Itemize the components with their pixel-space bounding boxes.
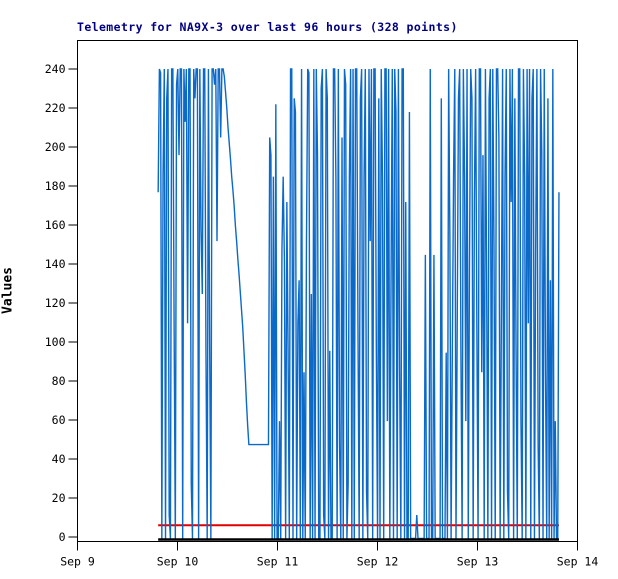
y-tick-label: 160 (45, 218, 66, 232)
x-tick-label: Sep 11 (257, 555, 299, 569)
y-tick-label: 200 (45, 140, 66, 154)
x-tick-label: Sep 14 (557, 555, 599, 569)
x-tick-label: Sep 10 (157, 555, 199, 569)
y-tick-label: 60 (52, 413, 66, 427)
plot-frame (77, 40, 578, 542)
y-tick-label: 180 (45, 179, 66, 193)
x-tick-label: Sep 13 (457, 555, 499, 569)
y-tick-label: 0 (59, 530, 66, 544)
y-tick-label: 20 (52, 491, 66, 505)
y-tick-label: 220 (45, 101, 66, 115)
y-tick-label: 80 (52, 374, 66, 388)
y-tick-label: 120 (45, 296, 66, 310)
y-tick-label: 140 (45, 257, 66, 271)
x-tick-label: Sep 9 (60, 555, 95, 569)
y-tick-label: 100 (45, 335, 66, 349)
chart-title: Telemetry for NA9X-3 over last 96 hours … (77, 20, 458, 34)
telemetry-series-line (157, 68, 560, 540)
y-tick-label: 40 (52, 452, 66, 466)
x-tick-label: Sep 12 (357, 555, 399, 569)
y-tick-label: 240 (45, 62, 66, 76)
